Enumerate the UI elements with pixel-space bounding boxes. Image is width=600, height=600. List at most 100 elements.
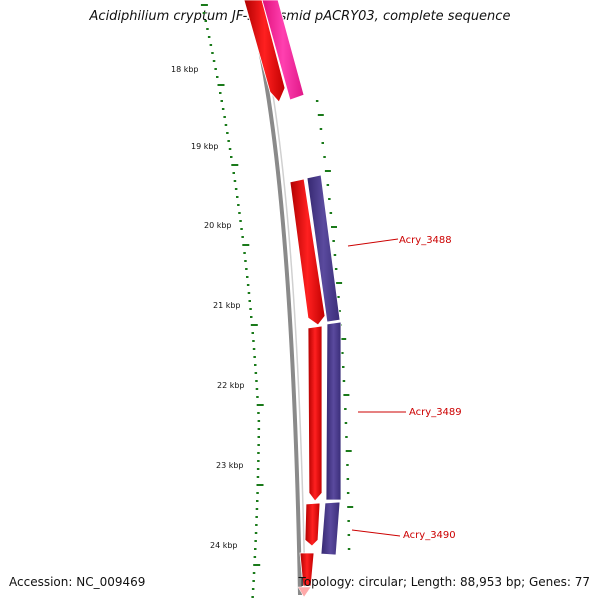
gene-reverse-acry-3490 [320,501,341,556]
gc-skew-mark [332,240,335,242]
gc-skew-mark [211,52,214,54]
kbp-label-22: 22 kbp [217,381,245,390]
gc-skew-mark [331,226,337,228]
gc-skew-mark [237,204,240,206]
gene-label-acry-3489: Acry_3489 [409,407,462,418]
topology-label: Topology: circular; Length: 88,953 bp; G… [298,575,590,589]
gc-skew-mark [328,198,331,200]
gc-skew-mark [344,408,347,410]
kbp-label-19: 19 kbp [191,142,219,151]
gc-skew-mark [257,444,260,446]
gc-skew-mark [230,156,233,158]
gc-skew-mark [234,188,238,190]
gene-forward-5 [297,586,312,598]
gc-skew-mark [214,68,217,70]
gc-skew-mark [333,254,337,256]
gc-skew-mark [254,532,258,534]
gc-skew-mark [236,196,239,198]
gc-skew-mark [324,170,331,172]
gc-skew-track-left [200,4,264,598]
gc-skew-mark [347,520,350,522]
gc-skew-mark [254,548,257,550]
gc-skew-mark [223,116,226,118]
gc-skew-mark [255,388,259,390]
gc-skew-mark [257,412,260,414]
gc-skew-mark [240,228,243,230]
gc-skew-mark [246,284,250,286]
gene-label-acry-3490: Acry_3490 [403,530,456,541]
gc-skew-mark [224,124,228,126]
gc-skew-mark [252,580,255,582]
gc-skew-mark [217,84,225,86]
gc-skew-mark [336,282,343,284]
gc-skew-mark [249,308,252,310]
gc-skew-mark [255,516,258,518]
gc-skew-mark [323,156,326,158]
kbp-label-23: 23 kbp [216,461,244,470]
gc-skew-mark [257,436,260,438]
gc-skew-mark [239,220,242,222]
gene-forward-3 [304,502,321,547]
kbp-label-24: 24 kbp [210,541,238,550]
gc-skew-mark [334,268,338,270]
gc-skew-mark [204,20,207,22]
gc-skew-mark [337,296,340,298]
gc-skew-mark [219,92,222,94]
leader-line-acry-3488 [347,238,399,247]
gc-skew-mark [257,428,261,430]
gene-feature-top-red [243,0,286,103]
accession-label: Accession: NC_009469 [9,575,146,589]
gc-skew-mark [250,316,253,318]
kbp-label-18: 18 kbp [171,65,199,74]
gene-forward-2 [307,325,323,502]
gc-skew-mark [241,236,244,238]
gene-forward-4 [299,552,315,587]
gc-skew-mark [220,100,223,102]
gc-skew-mark [256,484,264,486]
gc-skew-mark [245,268,248,270]
gc-skew-mark [226,132,229,134]
gc-skew-mark [329,212,333,214]
kbp-scale: 18 kbp 19 kbp 20 kbp 21 kbp 22 kbp 23 kb… [171,65,245,550]
gc-skew-mark [342,366,345,368]
gc-skew-mark [256,468,260,470]
gene-label-acry-3488: Acry_3488 [399,235,452,246]
gc-skew-mark [246,276,249,278]
gc-skew-mark [343,394,350,396]
gc-skew-mark [243,252,246,254]
gc-skew-mark [252,340,255,342]
gc-skew-mark [257,420,261,422]
gc-skew-mark [346,492,350,494]
gc-skew-mark [347,548,351,550]
gc-skew-mark [256,492,259,494]
gc-skew-mark [244,260,247,262]
gc-skew-mark [242,244,250,246]
gc-skew-mark [347,534,351,536]
map-title: Acidiphilium cryptum JF-5 plasmid pACRY0… [89,9,511,24]
gc-skew-mark [254,364,257,366]
gc-skew-mark [326,184,330,186]
gc-skew-mark [200,4,208,6]
gc-skew-mark [340,338,347,340]
kbp-label-21: 21 kbp [213,301,241,310]
gc-skew-mark [221,108,225,110]
gc-skew-mark [251,588,255,590]
gc-skew-mark [212,60,216,62]
gc-skew-mark [252,348,256,350]
gc-skew-mark [252,572,256,574]
gene-reverse-acry-3489 [325,321,342,501]
gc-skew-mark [206,28,209,30]
gc-skew-mark [256,404,264,406]
gc-skew-mark [247,292,251,294]
gc-skew-mark [255,524,258,526]
gc-skew-mark [257,452,260,454]
gc-skew-mark [248,300,251,302]
gc-skew-mark [317,114,324,116]
gc-skew-mark [256,396,259,398]
gc-skew-mark [256,500,259,502]
kbp-label-20: 20 kbp [204,221,232,230]
gc-skew-mark [315,100,319,102]
gene-reverse-acry-3488 [306,174,341,323]
gc-skew-mark [253,356,256,358]
